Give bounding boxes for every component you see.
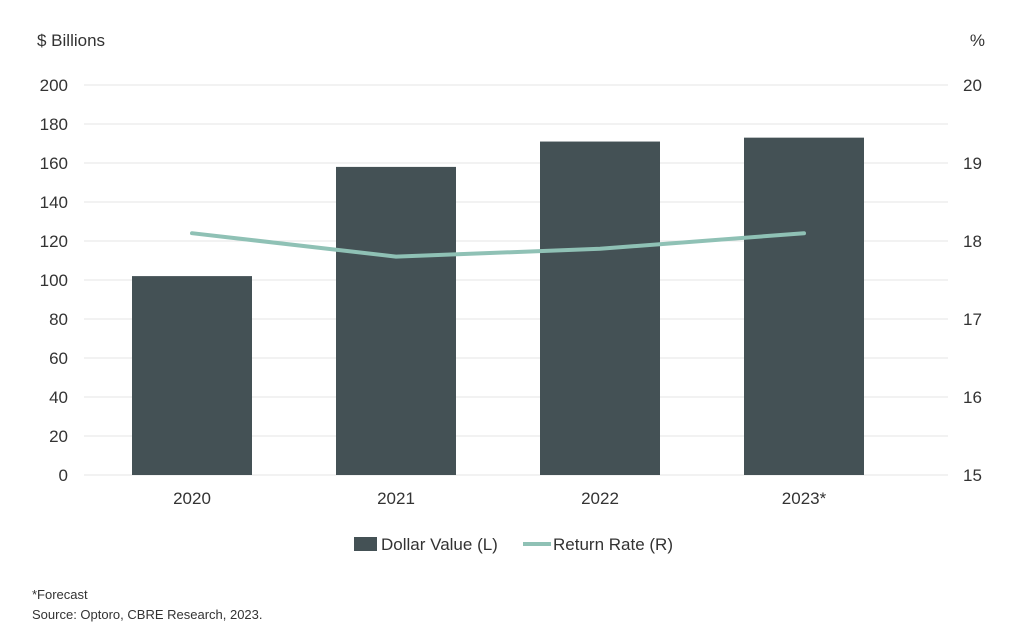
bar-2023 bbox=[744, 137, 864, 475]
x-tick-label: 2020 bbox=[173, 489, 211, 508]
y-left-tick-label: 40 bbox=[49, 388, 68, 407]
y-left-tick-label: 140 bbox=[40, 193, 68, 212]
y-right-tick-label: 20 bbox=[963, 76, 982, 95]
return-rate-line bbox=[190, 231, 806, 259]
legend-swatch-return-rate bbox=[523, 542, 551, 546]
legend: Dollar Value (L) Return Rate (R) bbox=[354, 535, 673, 554]
x-tick-label: 2022 bbox=[581, 489, 619, 508]
y-left-tick-label: 200 bbox=[40, 76, 68, 95]
y-right-tick-label: 15 bbox=[963, 466, 982, 485]
bar-2020 bbox=[132, 276, 252, 475]
y-left-tick-label: 100 bbox=[40, 271, 68, 290]
bar-2022 bbox=[540, 141, 660, 476]
y-axis-left-title: $ Billions bbox=[37, 31, 105, 50]
y-axis-right-title: % bbox=[970, 31, 985, 50]
y-left-tick-label: 180 bbox=[40, 115, 68, 134]
forecast-footnote: *Forecast bbox=[32, 587, 88, 602]
y-left-tick-label: 120 bbox=[40, 232, 68, 251]
y-left-tick-label: 20 bbox=[49, 427, 68, 446]
x-tick-label: 2021 bbox=[377, 489, 415, 508]
y-left-tick-label: 60 bbox=[49, 349, 68, 368]
y-right-tick-label: 18 bbox=[963, 232, 982, 251]
y-left-tick-label: 160 bbox=[40, 154, 68, 173]
bar-2021 bbox=[336, 166, 456, 475]
legend-label-dollar-value: Dollar Value (L) bbox=[381, 535, 498, 554]
y-right-tick-label: 19 bbox=[963, 154, 982, 173]
y-right-tick-label: 17 bbox=[963, 310, 982, 329]
y-right-tick-label: 16 bbox=[963, 388, 982, 407]
bar-series bbox=[132, 137, 864, 476]
y-left-tick-label: 0 bbox=[59, 466, 68, 485]
legend-swatch-dollar-value bbox=[354, 537, 377, 551]
line-series bbox=[190, 231, 806, 259]
x-tick-label: 2023* bbox=[782, 489, 827, 508]
x-axis-labels: 2020 2021 2022 2023* bbox=[173, 489, 827, 508]
y-left-tick-label: 80 bbox=[49, 310, 68, 329]
legend-label-return-rate: Return Rate (R) bbox=[553, 535, 673, 554]
y-axis-right-ticks: 15 16 17 18 19 20 bbox=[963, 76, 982, 485]
source-footnote: Source: Optoro, CBRE Research, 2023. bbox=[32, 607, 263, 622]
y-axis-left-ticks: 0 20 40 60 80 100 120 140 160 180 200 bbox=[40, 76, 68, 485]
